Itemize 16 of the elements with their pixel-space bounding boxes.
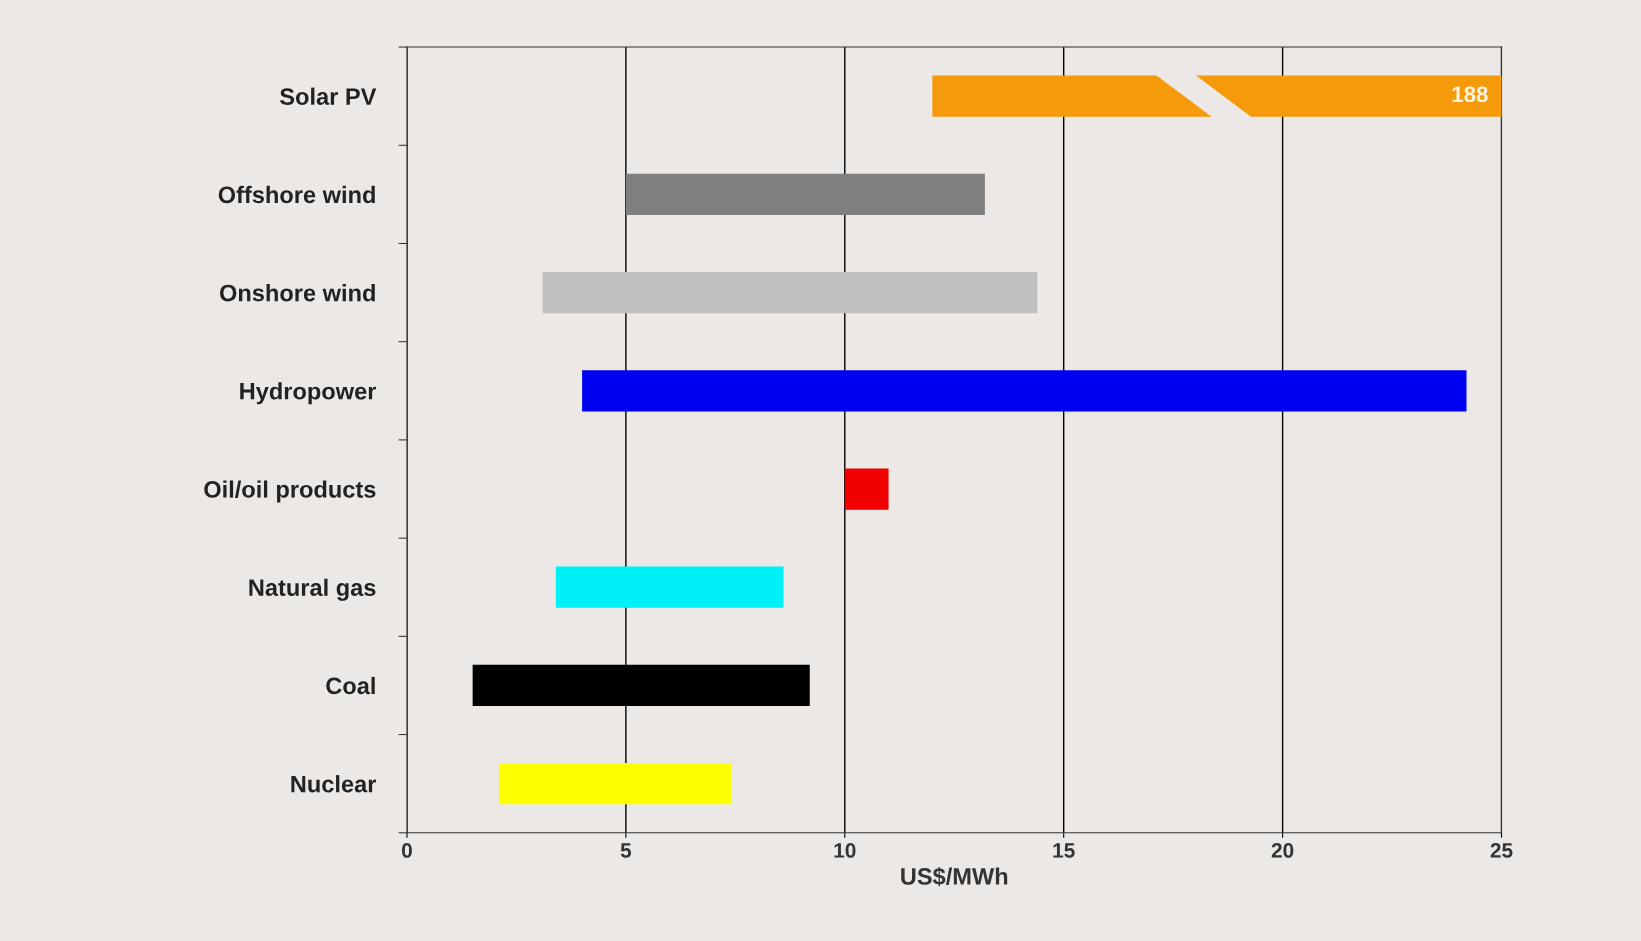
x-tick-label: 10 [834, 843, 856, 858]
x-tick-label: 0 [402, 843, 412, 858]
y-tick-label: Onshore wind [219, 284, 375, 302]
x-tick-label: 25 [1490, 843, 1513, 858]
x-axis-title: US$/MWh [901, 867, 1008, 887]
x-tick-label: 5 [620, 843, 632, 858]
y-tick-label: Natural gas [249, 578, 376, 601]
y-tick-label: Nuclear [291, 775, 377, 793]
y-tick-label: Oil/oil products [204, 480, 376, 503]
y-tick-label: Offshore wind [218, 185, 375, 204]
x-tick-label: 15 [1053, 843, 1075, 858]
y-tick-label: Hydropower [240, 382, 377, 405]
y-tick-label: Coal [326, 676, 375, 695]
x-tick-label: 20 [1271, 843, 1294, 858]
data-label: 188 [1452, 86, 1488, 103]
y-tick-label: Solar PV [279, 87, 377, 105]
